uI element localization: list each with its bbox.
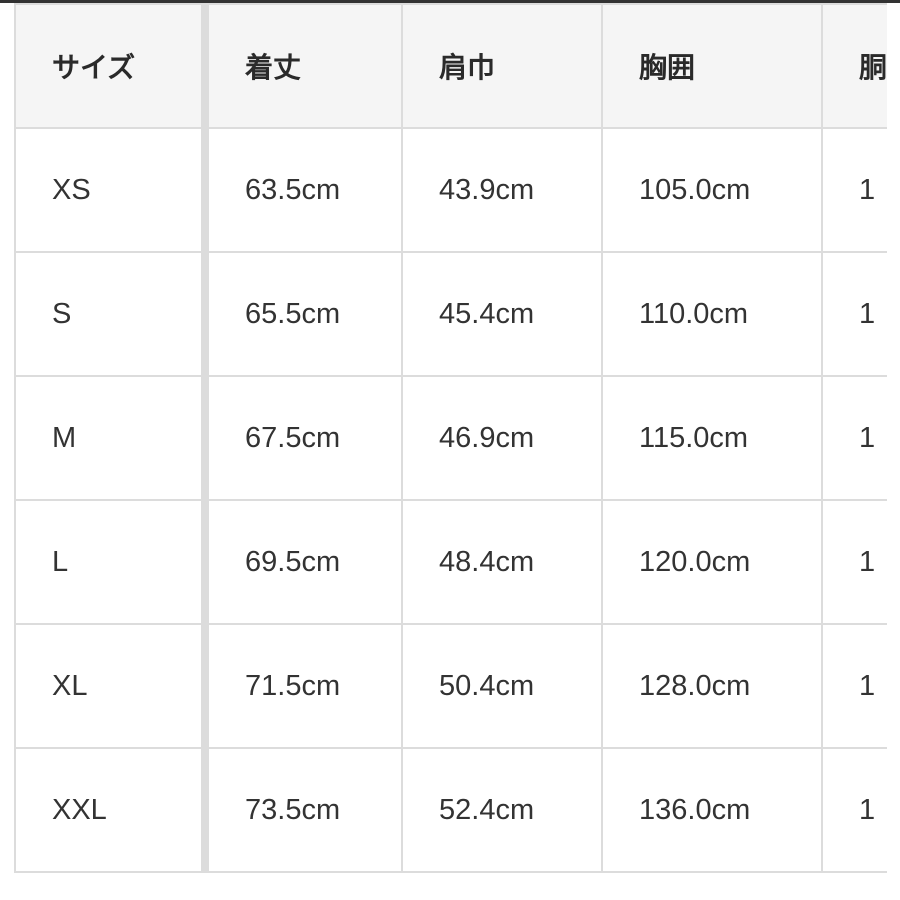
cell-shoulder: 50.4cm [401,623,603,749]
cell-chest: 105.0cm [601,127,823,253]
header-size: サイズ [14,3,209,129]
cell-size: XXL [14,747,209,873]
cell-shoulder: 52.4cm [401,747,603,873]
table-row: XL 71.5cm 50.4cm 128.0cm 1 [14,623,887,749]
cell-clipped: 1 [821,747,887,873]
cell-clipped: 1 [821,127,887,253]
cell-chest: 136.0cm [601,747,823,873]
cell-length: 73.5cm [204,747,403,873]
size-table: サイズ 着丈 肩巾 胸囲 胴 XS 63.5cm 43.9cm 105.0cm 1 S 65… [14,3,887,873]
cell-chest: 120.0cm [601,499,823,625]
cell-size: XL [14,623,209,749]
table-row: S 65.5cm 45.4cm 110.0cm 1 [14,251,887,377]
cell-shoulder: 46.9cm [401,375,603,501]
cell-size: XS [14,127,209,253]
cell-clipped: 1 [821,251,887,377]
cell-size: M [14,375,209,501]
header-length: 着丈 [204,3,403,129]
cell-shoulder: 43.9cm [401,127,603,253]
size-table-container: サイズ 着丈 肩巾 胸囲 胴 XS 63.5cm 43.9cm 105.0cm 1 S 65… [14,3,887,887]
cell-length: 69.5cm [204,499,403,625]
cell-length: 67.5cm [204,375,403,501]
cell-clipped: 1 [821,499,887,625]
header-chest: 胸囲 [601,3,823,129]
cell-size: L [14,499,209,625]
header-shoulder: 肩巾 [401,3,603,129]
cell-shoulder: 48.4cm [401,499,603,625]
cell-chest: 110.0cm [601,251,823,377]
cell-chest: 115.0cm [601,375,823,501]
cell-size: S [14,251,209,377]
cell-length: 65.5cm [204,251,403,377]
cell-length: 71.5cm [204,623,403,749]
table-row: XXL 73.5cm 52.4cm 136.0cm 1 [14,747,887,873]
table-row: M 67.5cm 46.9cm 115.0cm 1 [14,375,887,501]
cell-clipped: 1 [821,375,887,501]
table-row: L 69.5cm 48.4cm 120.0cm 1 [14,499,887,625]
cell-chest: 128.0cm [601,623,823,749]
header-row: サイズ 着丈 肩巾 胸囲 胴 [14,3,887,129]
cell-shoulder: 45.4cm [401,251,603,377]
table-row: XS 63.5cm 43.9cm 105.0cm 1 [14,127,887,253]
cell-length: 63.5cm [204,127,403,253]
header-clipped: 胴 [821,3,887,129]
top-border [0,0,900,3]
cell-clipped: 1 [821,623,887,749]
